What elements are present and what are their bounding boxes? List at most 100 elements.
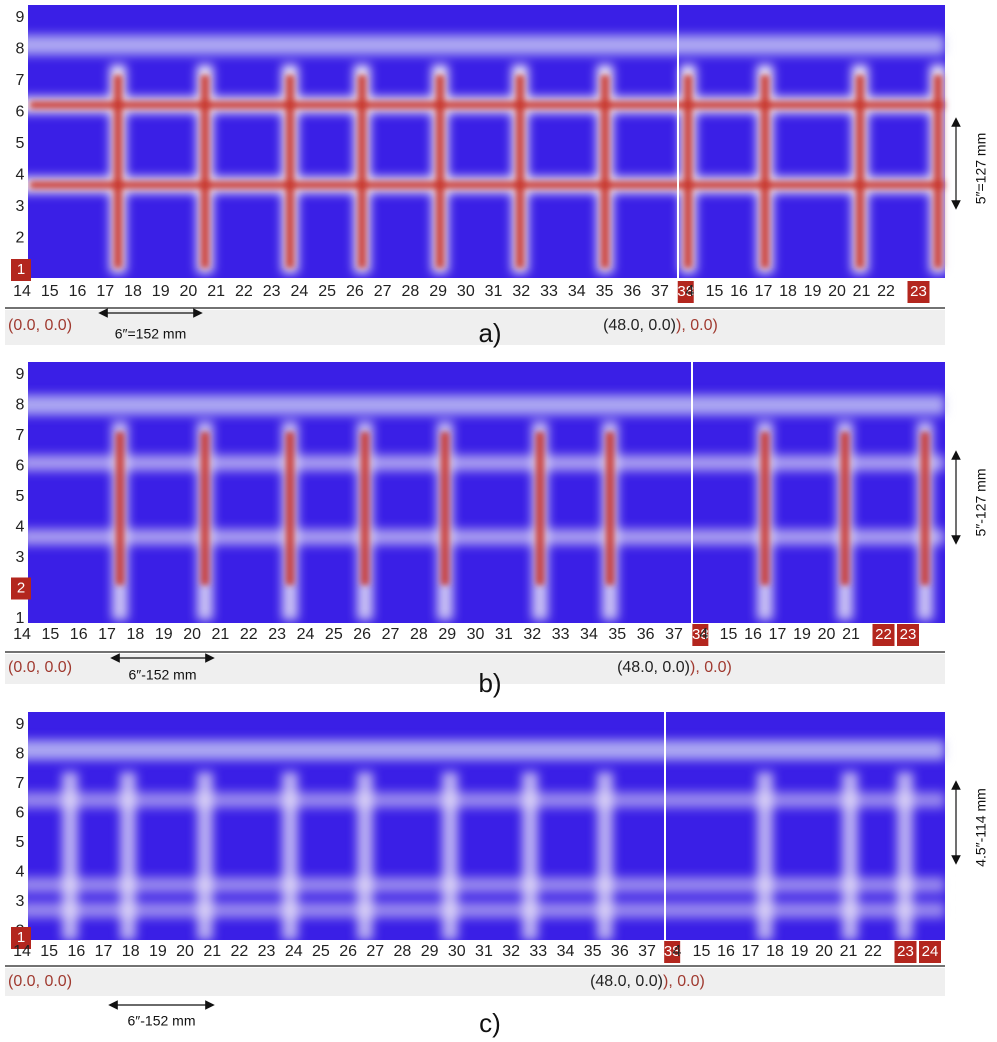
y-strip [0,712,28,945]
y-tick-label: 2 [16,230,25,247]
x-tick-label: 23 [268,626,286,643]
x-tick-label: 14 [13,283,31,300]
y-tick-label: 6 [16,805,25,822]
scan-hot [30,75,945,268]
right-coord: ), 0.0) [676,317,718,334]
x-tick-label: 21 [842,626,860,643]
mid-coord: (48.0, 0.0) [603,317,676,334]
x-tick-label: 18 [766,943,784,960]
x-tick-label: 15 [41,626,59,643]
x-tick-label: 23 [897,943,914,960]
x-tick-label: 32 [512,283,530,300]
y-tick-label: 8 [16,397,25,414]
marker-box [692,624,709,646]
x-tick-label: 28 [401,283,419,300]
x-tick-label: 36 [637,626,655,643]
status-strip [5,968,945,996]
x-tick-label: 14 [13,626,31,643]
dim-horizontal: 6″-152 mm [128,1013,196,1029]
x-tick-label: 28 [394,943,412,960]
x-tick-label: 30 [448,943,466,960]
x-tick-label: 35 [596,283,614,300]
x-tick-label: 23 [258,943,276,960]
y-tick-label: 6 [16,458,25,475]
x-tick-label: 34 [580,626,598,643]
y-tick-label: 3 [16,198,25,215]
x-tick-label: 19 [149,943,167,960]
marker-box [872,624,895,646]
panel: 9876543211415161718192021222324252627282… [0,712,989,1038]
x-tick-label: 18 [124,283,142,300]
y-tick-label: 8 [16,41,25,58]
axis-strip [12,280,945,304]
x-tick-label: 16 [67,943,85,960]
x-tick-label: 36 [611,943,629,960]
x-tick-label: 21 [207,283,225,300]
x-tick-label: 31 [485,283,503,300]
scan-image [12,5,946,278]
x-tick-label: 15 [693,943,711,960]
y-tick-label: 5 [16,488,25,505]
x-tick-label: 24 [922,943,939,960]
dim-vertical: 5″-127 mm [973,469,989,537]
dim-vertical: 5″=127 mm [973,133,989,205]
x-tick-label: 34 [557,943,575,960]
x-tick-label: 15 [41,283,59,300]
x-tick-label: 18 [126,626,144,643]
scan-image [12,712,945,945]
x-tick-label: 15 [40,943,58,960]
x-tick-label: 23 [900,626,917,643]
y-tick-label: 7 [16,775,25,792]
x-tick-label: 37 [638,943,656,960]
x-tick-label: 38 [664,943,681,960]
x-tick-label: 17 [98,626,116,643]
x-tick-label: 27 [382,626,400,643]
x-tick-label: 17 [755,283,773,300]
x-tick-label: 32 [523,626,541,643]
x-tick-label: 33 [552,626,570,643]
x-tick-label: 24 [297,626,315,643]
x-tick-label: 27 [374,283,392,300]
marker-label: 2 [17,579,25,596]
x-tick-label: 4 [700,626,709,643]
x-tick-label: 33 [540,283,558,300]
axis-strip [12,940,945,964]
y-tick-label: 5 [16,135,25,152]
x-tick-label: 21 [212,626,230,643]
y-tick-label: 7 [16,427,25,444]
marker-label: 1 [17,261,25,278]
y-tick-label: 3 [16,549,25,566]
x-tick-label: 22 [877,283,895,300]
x-tick-label: 31 [475,943,493,960]
x-tick-label: 26 [339,943,357,960]
x-tick-label: 17 [95,943,113,960]
x-tick-label: 22 [235,283,253,300]
x-tick-label: 21 [853,283,871,300]
x-tick-label: 37 [651,283,669,300]
x-tick-label: 36 [623,283,641,300]
x-tick-label: 20 [818,626,836,643]
y-tick-label: 3 [16,893,25,910]
y-tick-label: 9 [16,366,25,383]
panel-label: b) [478,668,501,698]
x-tick-label: 30 [457,283,475,300]
x-tick-label: 24 [285,943,303,960]
x-tick-label: 18 [122,943,140,960]
x-tick-label: 23 [910,283,927,300]
x-tick-label: 17 [96,283,114,300]
x-tick-label: 20 [176,943,194,960]
x-tick-label: 19 [793,626,811,643]
marker-box [907,281,930,303]
x-tick-label: 34 [568,283,586,300]
x-tick-label: 22 [864,943,882,960]
x-tick-label: 23 [263,283,281,300]
x-tick-label: 4 [686,283,695,300]
right-coord: ), 0.0) [690,659,732,676]
scan-features [15,740,945,940]
x-tick-label: 21 [840,943,858,960]
x-tick-label: 18 [779,283,797,300]
x-tick-label: 16 [70,626,88,643]
